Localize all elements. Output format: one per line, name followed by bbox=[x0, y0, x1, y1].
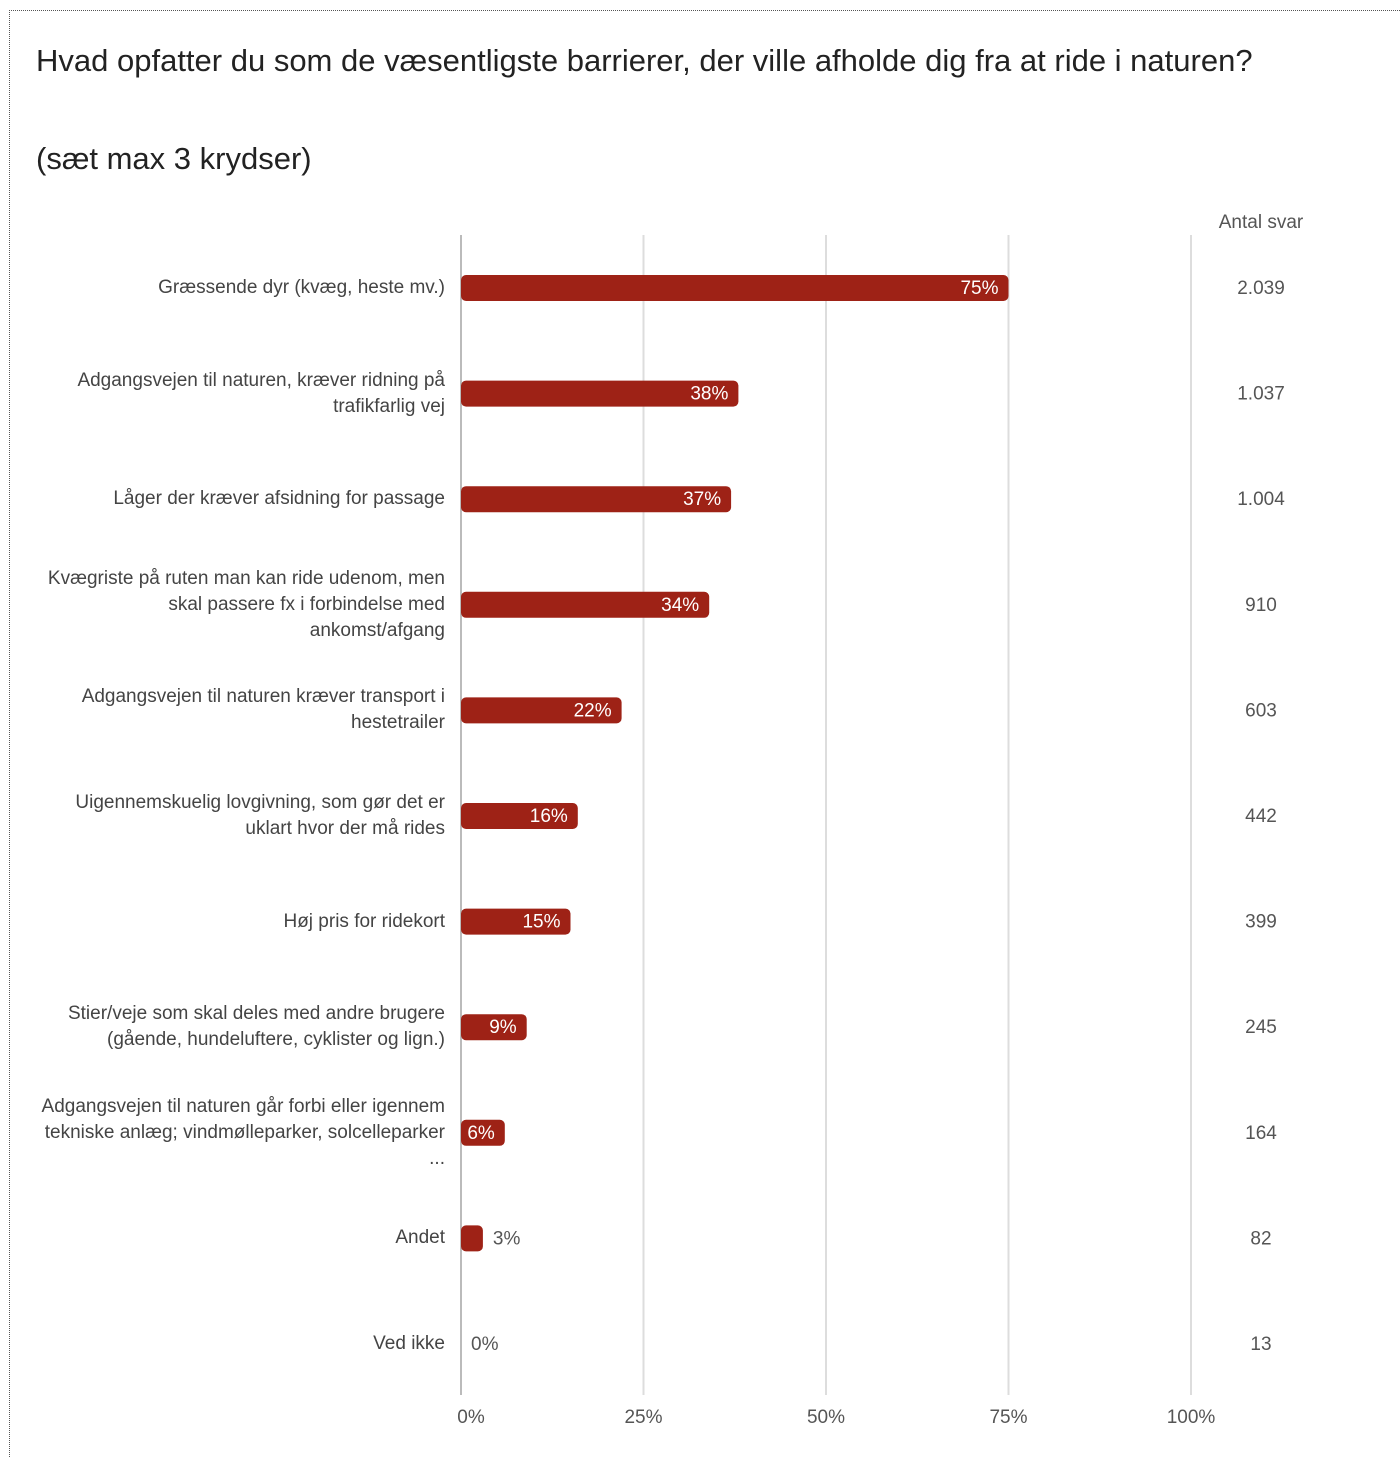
value-label: 34% bbox=[661, 595, 699, 616]
y-tick-label: Stier/veje som skal deles med andre brug… bbox=[67, 1003, 445, 1051]
y-tick-label: Andet bbox=[395, 1227, 445, 1249]
chart-subtitle: (sæt max 3 krydser) bbox=[36, 141, 312, 176]
value-label: 3% bbox=[493, 1228, 521, 1249]
value-label: 22% bbox=[574, 700, 612, 721]
count-label: 399 bbox=[1245, 912, 1277, 933]
count-label: 442 bbox=[1245, 806, 1277, 827]
y-tick-label: Høj pris for ridekort bbox=[283, 910, 445, 932]
bar bbox=[461, 1119, 505, 1146]
bar bbox=[461, 591, 710, 618]
x-tick-label: 25% bbox=[624, 1407, 662, 1428]
x-tick-label: 50% bbox=[807, 1407, 845, 1428]
bar bbox=[461, 1225, 483, 1252]
y-tick-label: Græssende dyr (kvæg, heste mv.) bbox=[158, 277, 445, 298]
x-tick-label: 0% bbox=[457, 1407, 485, 1428]
count-label: 1.004 bbox=[1237, 489, 1285, 510]
y-tick-label: Uigennemskuelig lovgivning, som gør det … bbox=[75, 792, 445, 839]
bar bbox=[461, 380, 739, 407]
x-tick-label: 75% bbox=[989, 1407, 1027, 1428]
y-tick-label: Kvægriste på ruten man kan ride udenom, … bbox=[47, 567, 445, 641]
value-label: 38% bbox=[690, 384, 728, 405]
bar bbox=[461, 1014, 527, 1041]
bar bbox=[461, 486, 732, 513]
bar bbox=[461, 275, 1009, 301]
y-tick-label: Adgangsvejen til naturen går forbi eller… bbox=[41, 1095, 445, 1169]
y-tick-label: Låger der kræver afsidning for passage bbox=[113, 488, 445, 510]
value-label: 16% bbox=[530, 806, 568, 827]
value-label: 9% bbox=[489, 1017, 517, 1038]
count-label: 2.039 bbox=[1237, 278, 1285, 299]
count-label: 164 bbox=[1245, 1123, 1277, 1144]
x-tick-label: 100% bbox=[1167, 1407, 1216, 1428]
value-label: 0% bbox=[471, 1334, 499, 1355]
value-label: 37% bbox=[683, 489, 721, 510]
value-label: 75% bbox=[960, 278, 998, 299]
bar bbox=[461, 697, 622, 724]
count-label: 82 bbox=[1250, 1228, 1271, 1249]
count-label: 13 bbox=[1250, 1334, 1271, 1355]
bar bbox=[461, 803, 578, 829]
y-tick-label: Adgangsvejen til naturen kræver transpor… bbox=[81, 686, 445, 734]
count-label: 603 bbox=[1245, 700, 1277, 721]
value-label: 15% bbox=[522, 912, 560, 933]
value-label: 6% bbox=[467, 1123, 495, 1144]
y-tick-label: Adgangsvejen til naturen, kræver ridning… bbox=[77, 369, 445, 417]
bar bbox=[461, 908, 571, 935]
count-label: 245 bbox=[1245, 1017, 1277, 1038]
count-label: 910 bbox=[1245, 595, 1277, 616]
chart-title: Hvad opfatter du som de væsentligste bar… bbox=[36, 43, 1253, 78]
count-header: Antal svar bbox=[1219, 212, 1304, 233]
y-tick-label: Ved ikke bbox=[373, 1333, 445, 1354]
frame bbox=[9, 10, 1400, 1458]
count-label: 1.037 bbox=[1237, 384, 1285, 405]
